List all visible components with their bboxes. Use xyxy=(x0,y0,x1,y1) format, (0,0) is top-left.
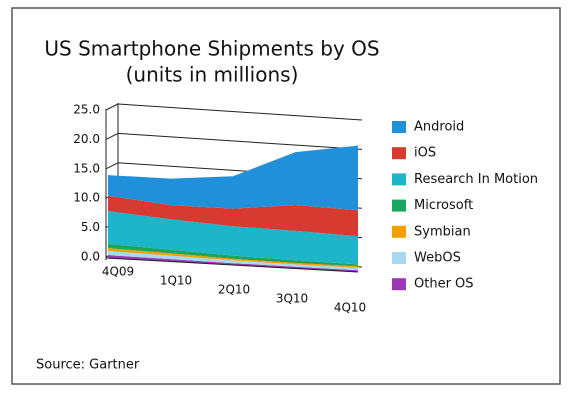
legend-label: Symbian xyxy=(414,224,471,239)
legend-swatch xyxy=(392,147,406,160)
legend-label: Research In Motion xyxy=(414,172,538,187)
grid-line xyxy=(117,132,363,150)
chart-subtitle: (units in millions) xyxy=(126,63,299,87)
area xyxy=(108,211,358,265)
x-axis xyxy=(105,257,359,273)
x-tick-label: 2Q10 xyxy=(218,283,250,297)
legend-swatch xyxy=(392,199,406,212)
legend-swatch xyxy=(392,121,406,133)
legend-swatch xyxy=(392,225,406,238)
x-tick-label: 4Q09 xyxy=(102,265,134,279)
y-tick-label: 15.0 xyxy=(73,161,100,175)
x-tick-label: 4Q10 xyxy=(334,301,366,315)
area xyxy=(108,195,358,237)
y-tick-label: 25.0 xyxy=(73,103,100,117)
area xyxy=(108,255,358,272)
source: Source: Gartner xyxy=(36,358,140,373)
y-tick-label: 20.0 xyxy=(73,132,100,146)
area xyxy=(108,250,358,271)
area xyxy=(108,248,358,268)
area xyxy=(108,145,358,211)
area xyxy=(108,243,358,267)
legend-label: WebOS xyxy=(414,251,461,266)
legend-label: Microsoft xyxy=(414,198,473,213)
x-tick-label: 3Q10 xyxy=(276,292,308,306)
x-tick-label: 1Q10 xyxy=(160,274,192,288)
tick-connector xyxy=(105,162,119,170)
y-tick-label: 5.0 xyxy=(81,220,100,234)
legend-swatch xyxy=(392,173,406,186)
tick-connector xyxy=(105,103,119,111)
legend-label: iOS xyxy=(414,146,436,161)
chart-title: US Smartphone Shipments by OS xyxy=(44,37,379,61)
legend-label: Android xyxy=(414,120,464,135)
tick-connector xyxy=(105,132,119,140)
grid-line xyxy=(117,103,363,121)
legend-label: Other OS xyxy=(414,277,474,292)
legend-swatch xyxy=(392,278,406,291)
legend-swatch xyxy=(392,252,406,264)
y-tick-label: 0.0 xyxy=(81,250,100,264)
y-tick-label: 10.0 xyxy=(73,191,100,205)
